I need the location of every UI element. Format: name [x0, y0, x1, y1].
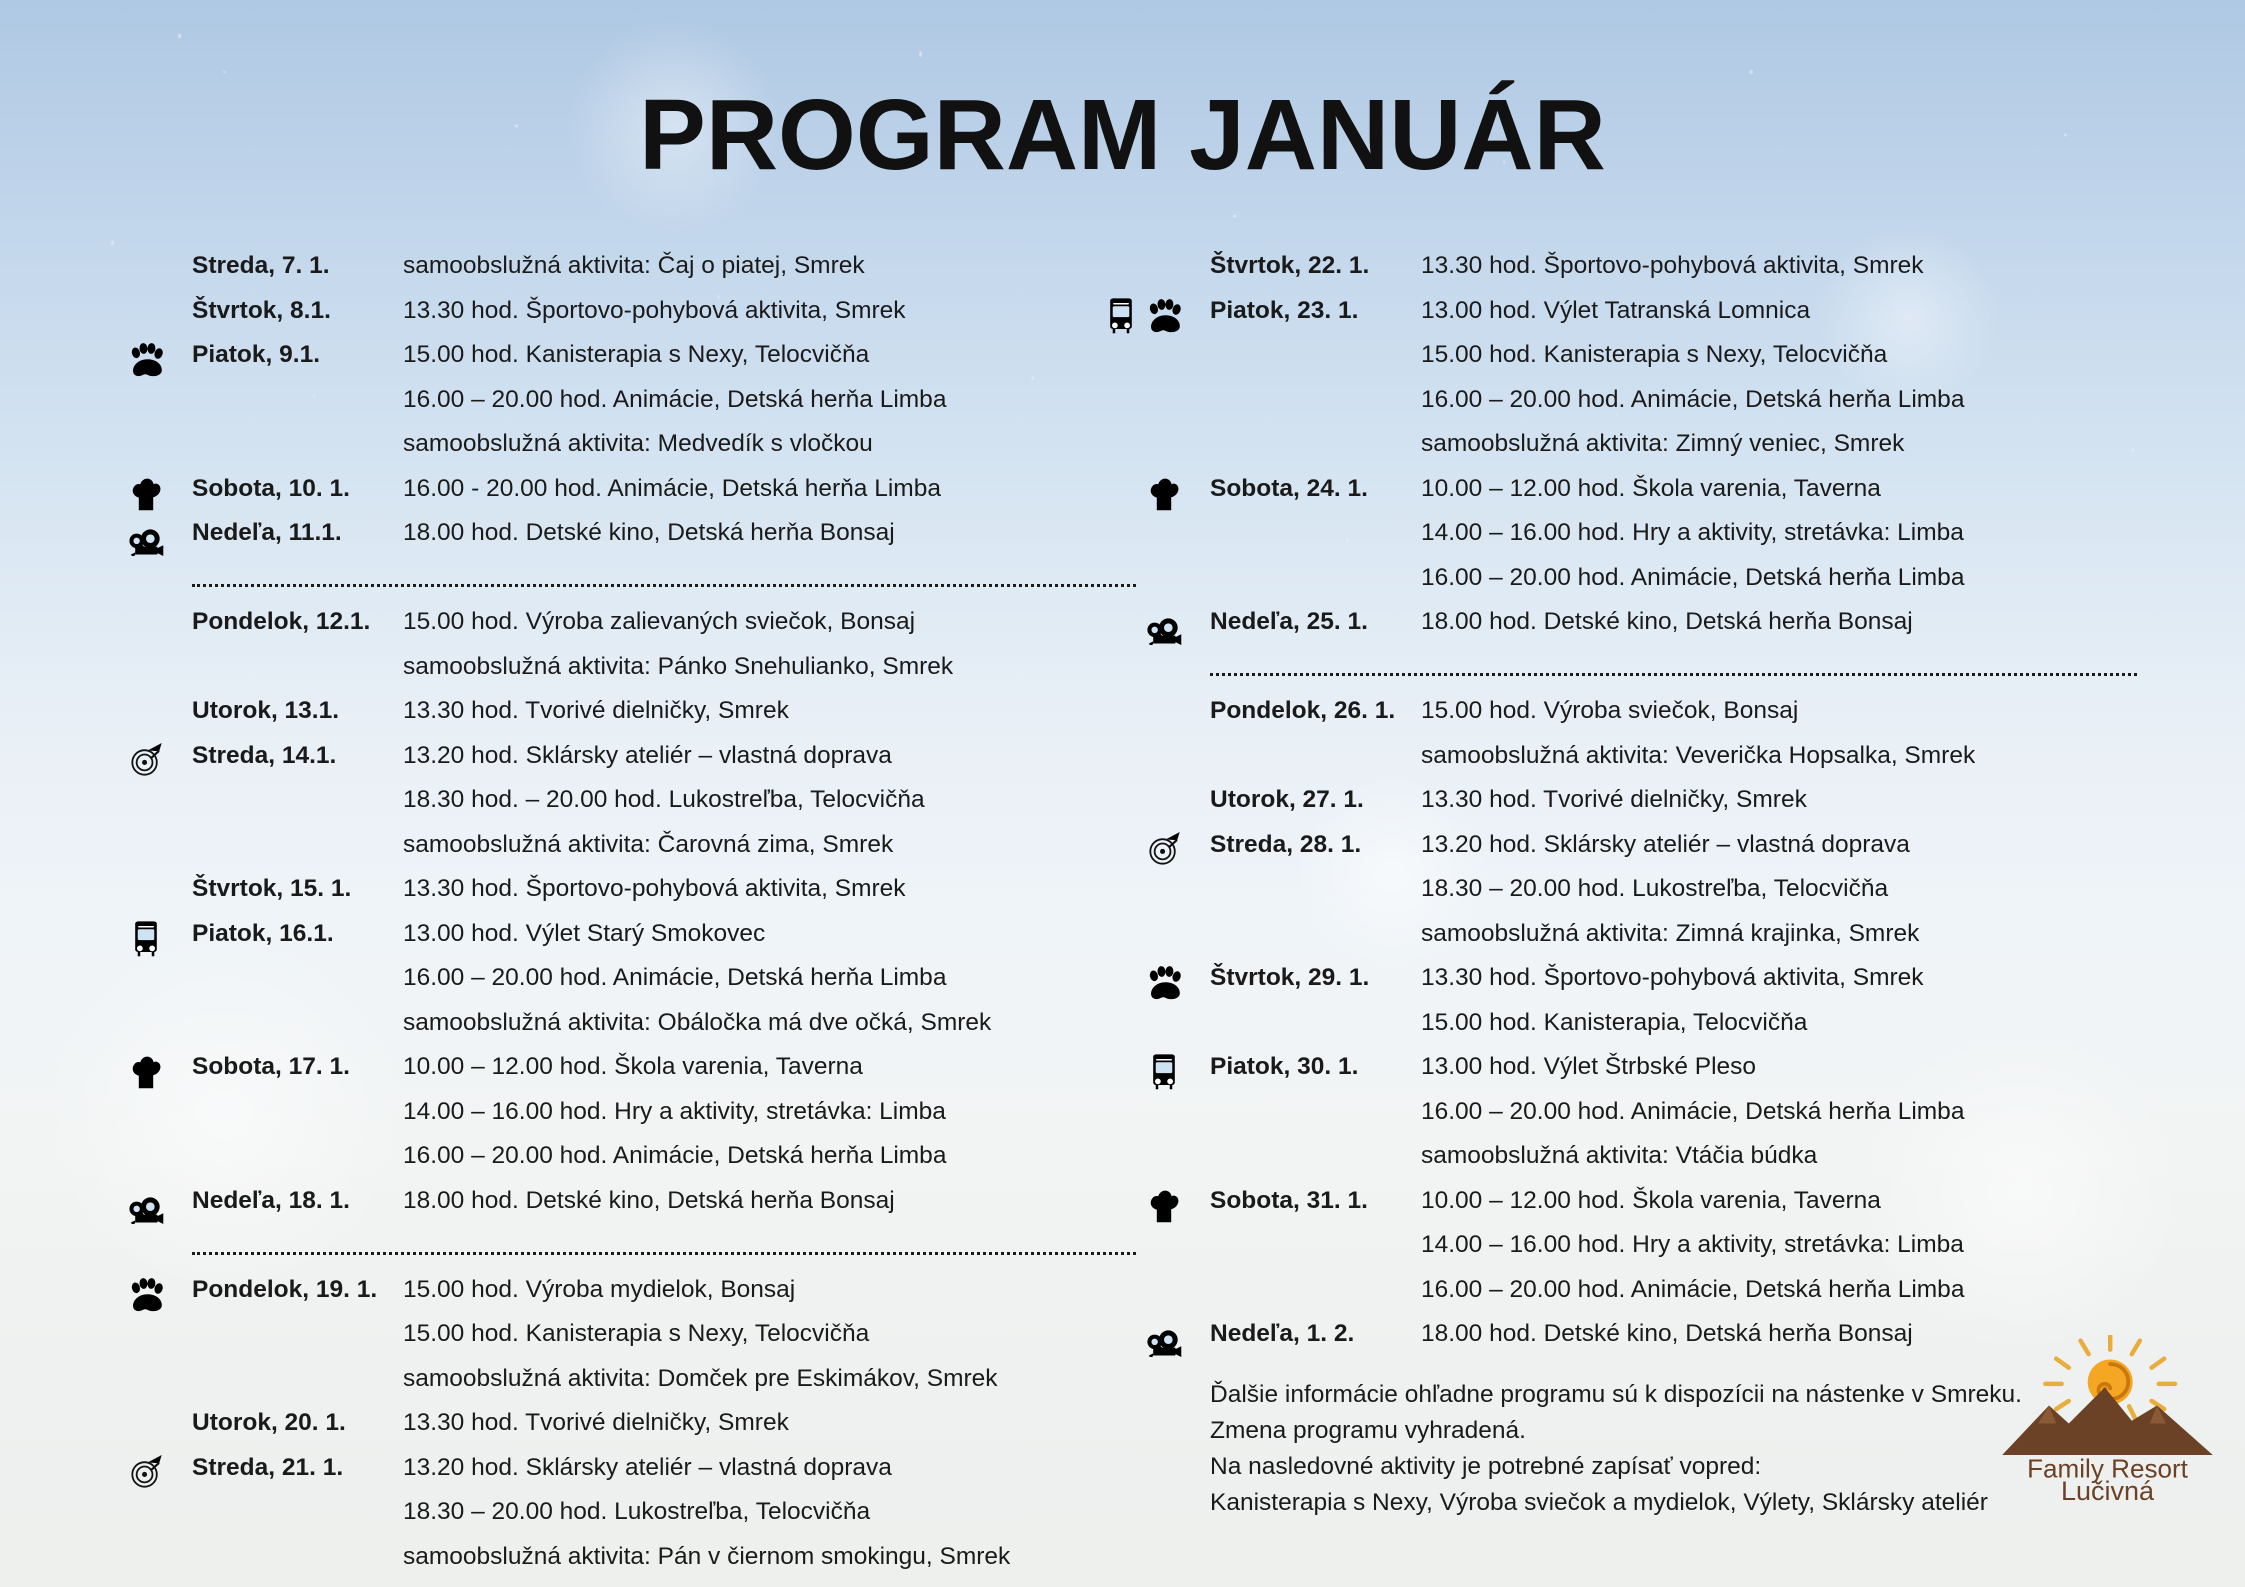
svg-text:Lučivná: Lučivná — [2061, 1476, 2155, 1502]
